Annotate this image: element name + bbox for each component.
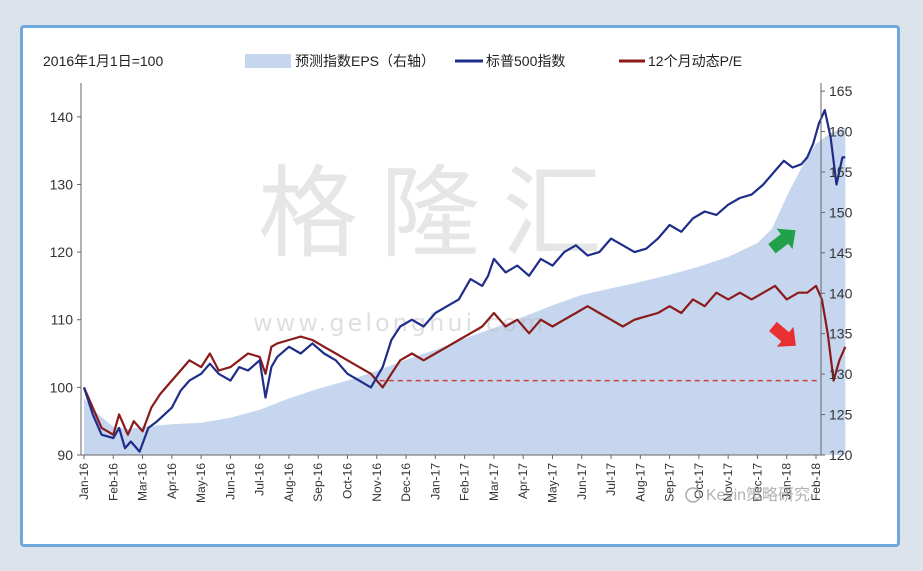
right-tick-label: 150 xyxy=(829,204,853,220)
x-tick-label: Jun-17 xyxy=(575,463,589,500)
right-tick-label: 130 xyxy=(829,366,853,382)
x-tick-label: Dec-16 xyxy=(399,463,413,502)
x-tick-label: Nov-17 xyxy=(721,463,735,502)
series-sp500-line xyxy=(82,108,846,453)
x-tick-label: Nov-16 xyxy=(370,463,384,502)
x-tick-label: Jul-16 xyxy=(253,463,267,496)
legend-label-eps: 预测指数EPS（右轴） xyxy=(295,53,435,69)
left-tick-label: 130 xyxy=(50,176,74,192)
right-tick-label: 145 xyxy=(829,245,853,261)
series-eps-area xyxy=(84,127,846,455)
x-tick-label: Aug-16 xyxy=(282,463,296,502)
tick-layer: 90 100 110 120 130 140 120 125 130 135 140 145 150 15… xyxy=(50,83,853,503)
chart-frame: 格隆汇 www.gelonghui.com 90 100 110 120 130 140 1… xyxy=(20,25,900,547)
chart-svg: 格隆汇 www.gelonghui.com 90 100 110 120 130 140 1… xyxy=(43,53,853,504)
x-tick-label: Sep-17 xyxy=(663,463,677,502)
left-tick-label: 110 xyxy=(51,312,74,328)
watermark: 格隆汇 www.gelonghui.com xyxy=(253,155,624,337)
series-pe-line xyxy=(82,284,847,436)
right-tick-label: 125 xyxy=(829,407,853,423)
watermark-main: 格隆汇 xyxy=(258,155,624,272)
x-tick-label: Apr-17 xyxy=(516,463,530,499)
legend-label-sp500: 标普500指数 xyxy=(486,53,565,69)
x-tick-label: Feb-17 xyxy=(458,463,472,501)
x-tick-label: Oct-16 xyxy=(341,463,355,499)
wechat-icon xyxy=(685,487,701,503)
right-tick-label: 165 xyxy=(829,83,853,99)
left-tick-label: 140 xyxy=(50,109,74,125)
x-tick-label: Jun-16 xyxy=(223,463,237,500)
x-tick-label: Mar-17 xyxy=(487,463,501,501)
x-tick-label: Oct-17 xyxy=(692,463,706,499)
x-tick-label: Jan-16 xyxy=(77,463,91,500)
legend-swatch-eps xyxy=(245,54,291,68)
area-layer xyxy=(84,127,846,455)
x-tick-label: Dec-17 xyxy=(750,463,764,502)
index-note-label: 2016年1月1日=100 xyxy=(43,53,163,69)
left-tick-label: 90 xyxy=(57,447,73,463)
x-tick-label: Aug-17 xyxy=(633,463,647,502)
arrow-layer xyxy=(768,228,796,347)
x-tick-label: Jan-18 xyxy=(780,463,794,500)
right-tick-label: 140 xyxy=(829,285,853,301)
green-up-arrow-icon xyxy=(768,228,796,254)
x-tick-label: May-16 xyxy=(194,463,208,503)
left-tick-label: 120 xyxy=(50,244,74,260)
right-tick-label: 135 xyxy=(829,326,853,342)
right-tick-label: 155 xyxy=(829,164,853,180)
left-tick-label: 100 xyxy=(50,379,74,395)
red-down-arrow-icon xyxy=(769,321,796,347)
right-tick-label: 120 xyxy=(829,447,853,463)
x-tick-label: Feb-18 xyxy=(809,463,823,501)
x-tick-label: Mar-16 xyxy=(136,463,150,501)
watermark-credit: Kevin策略研究 xyxy=(706,486,810,504)
right-tick-label: 160 xyxy=(829,124,853,140)
x-tick-label: Sep-16 xyxy=(311,463,325,502)
x-tick-label: Jan-17 xyxy=(428,463,442,500)
legend-label-pe: 12个月动态P/E xyxy=(648,53,742,69)
x-tick-label: Feb-16 xyxy=(106,463,120,501)
line-layer xyxy=(82,108,847,453)
x-tick-label: Jul-17 xyxy=(604,463,618,496)
x-tick-label: May-17 xyxy=(545,463,559,503)
x-tick-label: Apr-16 xyxy=(165,463,179,499)
